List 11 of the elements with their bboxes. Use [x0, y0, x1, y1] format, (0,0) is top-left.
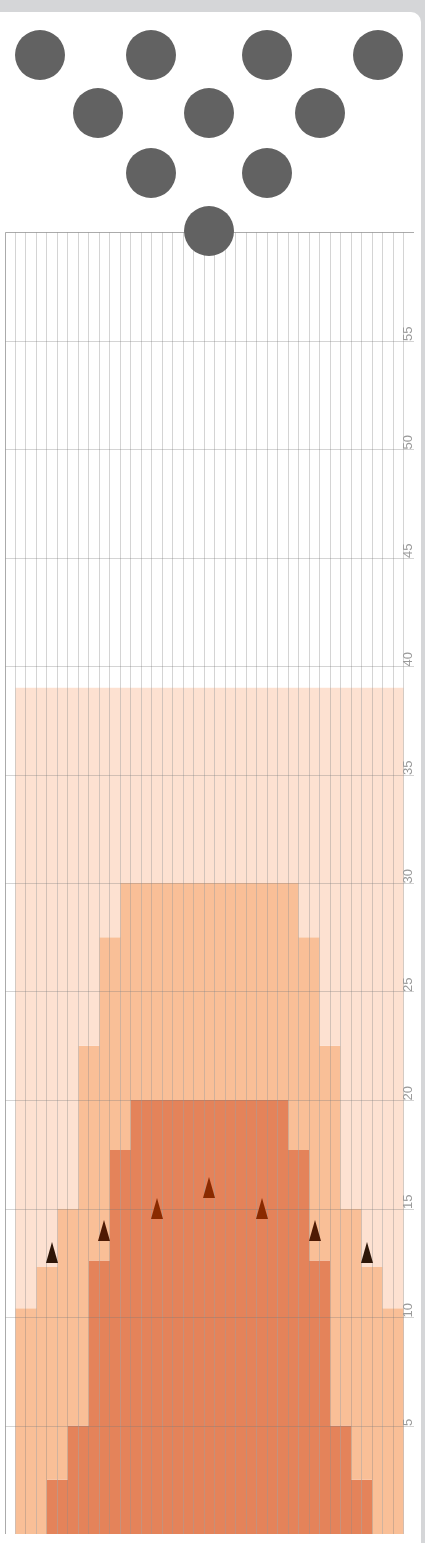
y-tick-label: 5	[399, 1418, 415, 1426]
y-tick-label: 45	[399, 543, 415, 558]
y-tick-label: 50	[399, 435, 415, 450]
y-tick-label: 10	[399, 1303, 415, 1318]
y-tick-label: 20	[399, 1086, 415, 1101]
y-tick-label: 40	[399, 652, 415, 667]
y-tick-label: 55	[399, 326, 415, 341]
y-tick-label: 30	[399, 869, 415, 884]
y-tick-label: 35	[399, 760, 415, 775]
y-tick-label: 15	[399, 1194, 415, 1209]
y-tick-label: 25	[399, 977, 415, 992]
